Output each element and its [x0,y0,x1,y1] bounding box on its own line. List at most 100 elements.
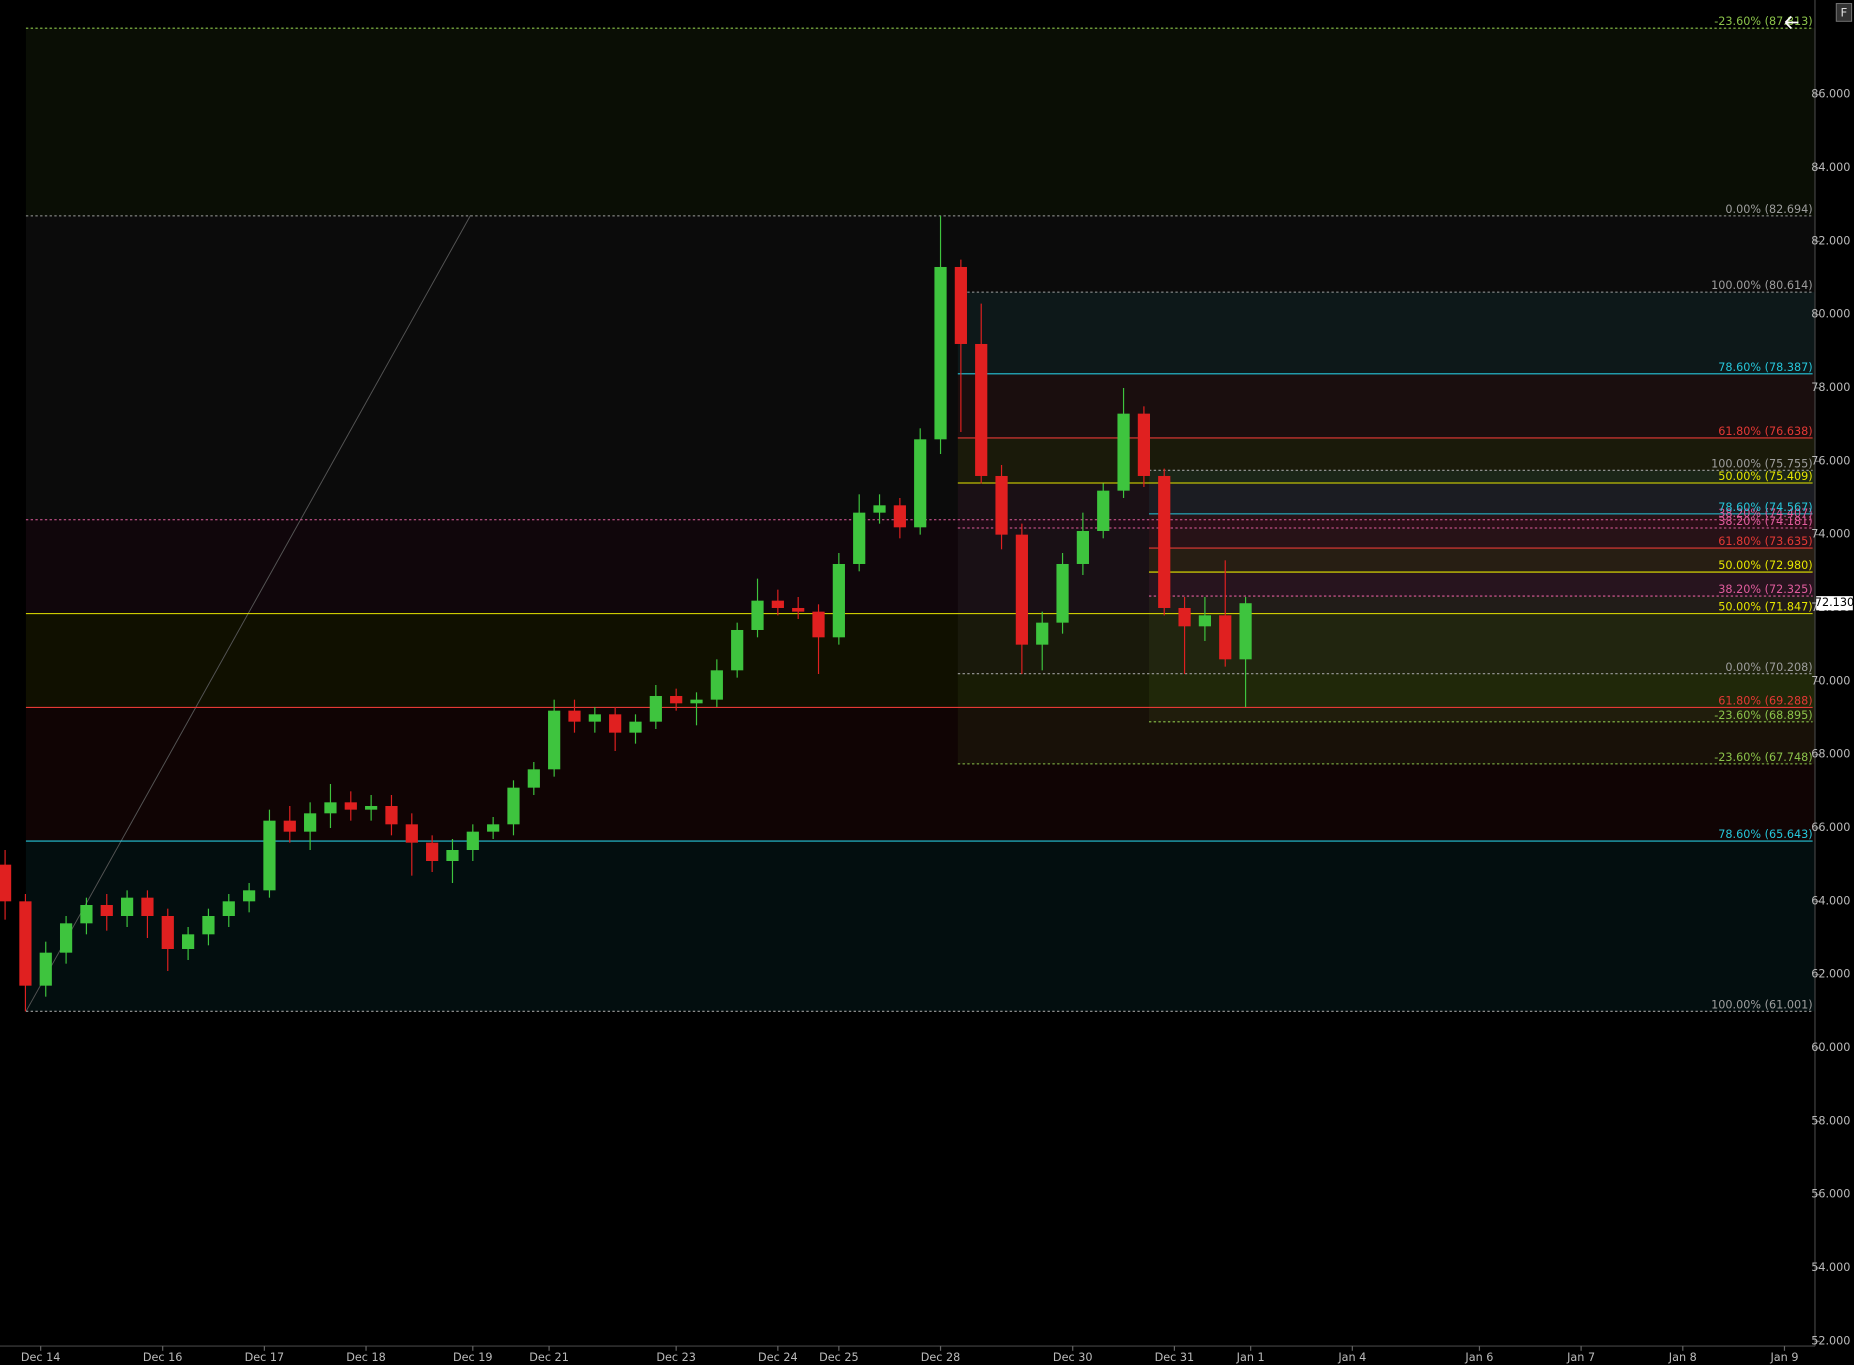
candle-body [853,512,866,564]
toolbar-button[interactable] [1835,3,1853,22]
candle-body [59,923,73,953]
y-tick-label: 56.000 [1811,1188,1850,1201]
candle-body [100,904,113,916]
candle-body [832,563,845,638]
fib-level-label: 61.80% (69.288) [1718,695,1812,708]
fib-level-label: 100.00% (75.755) [1711,457,1812,470]
x-tick-label: Dec 28 [921,1351,961,1364]
candle-body [161,915,174,949]
last-price-label: 72.130 [1815,596,1854,609]
y-tick-label: 76.000 [1811,454,1850,467]
candle-body [344,802,357,810]
y-tick-label: 82.000 [1811,234,1850,247]
fib-level-label: 0.00% (82.694) [1725,203,1812,216]
x-tick-label: Dec 30 [1053,1351,1093,1364]
candle-body [629,721,642,733]
toolbar-button-label[interactable]: F [1841,6,1848,20]
fib-level-label: 78.60% (74.567) [1718,501,1812,514]
fib-level-label: 78.60% (78.387) [1718,361,1812,374]
candle-body [751,600,764,630]
y-tick-label: 64.000 [1811,894,1850,907]
candle-body [1239,603,1252,660]
candle-body [1198,615,1212,627]
candle-body [0,864,12,902]
candle-body [893,505,906,528]
x-tick-label: Dec 14 [21,1351,61,1364]
x-tick-label: Dec 23 [656,1351,696,1364]
y-tick-label: 54.000 [1811,1261,1850,1274]
candle-body [710,670,723,700]
fib-band [957,292,1815,374]
y-tick-label: 68.000 [1811,748,1850,761]
candle-body [934,266,947,440]
candle-body [19,901,32,986]
fib-band [957,373,1815,438]
candle-body [771,600,784,608]
x-tick-label: Dec 16 [143,1351,183,1364]
candle-body [914,439,927,528]
candle-body [120,897,134,916]
y-tick-label: 80.000 [1811,308,1850,321]
fib-band [25,841,1815,1012]
candle-body [609,714,622,733]
fib-level-label: -23.60% (67.748) [1714,751,1812,764]
candle-body [527,769,540,788]
candle-body [426,842,439,861]
candle-body [202,915,215,935]
candle-body [1158,475,1171,608]
fib-level-label: 100.00% (61.001) [1711,998,1812,1011]
fib-band [25,519,1815,614]
fib-lines [25,27,1813,1012]
fib-band [25,613,1815,708]
candle-body [792,607,805,612]
x-tick-label: Dec 25 [819,1351,859,1364]
fib-level-label: 50.00% (71.847) [1718,601,1812,614]
candle-body [182,934,195,949]
fib-level-label: 0.00% (70.208) [1725,661,1812,674]
candle-body [405,824,418,843]
candle-body [954,266,967,344]
candle-body [995,475,1008,535]
candle-body [568,710,581,722]
candle-body [731,629,744,671]
last-price-tag [1816,596,1853,611]
candle-body [243,890,256,902]
fib-level-label: 38.20% (74.407) [1718,507,1812,520]
candle-body [304,813,317,832]
candle-body [1056,563,1069,623]
x-tick-label: Jan 4 [1337,1351,1366,1364]
candle-body [39,952,52,986]
fib-level-label: 38.20% (72.325) [1718,583,1812,596]
y-tick-label: 86.000 [1811,88,1850,101]
candle-body [1178,607,1191,627]
fib-labels: 100.00% (61.001) 78.60% (65.643) 61.80% (6… [1711,15,1812,1011]
fib-band [1148,596,1815,722]
x-tick-label: Jan 6 [1464,1351,1493,1364]
x-tick-label: Dec 21 [529,1351,569,1364]
fib-band [25,28,1815,216]
back-arrow-icon[interactable] [1784,15,1799,30]
x-tick-label: Jan 1 [1236,1351,1265,1364]
fib-level-label: 61.80% (73.635) [1718,535,1812,548]
y-tick-label: 60.000 [1811,1041,1850,1054]
candle-body [507,787,520,825]
fib-band [1148,470,1815,514]
x-tick-label: Dec 31 [1155,1351,1195,1364]
candle-body [690,699,703,704]
y-tick-label: 62.000 [1811,968,1850,981]
candle-body [446,849,459,861]
fib-level-label: 50.00% (72.980) [1718,559,1812,572]
fib-band [1148,513,1815,549]
candle-body [1097,490,1110,531]
fib-level-label: 78.60% (65.643) [1718,828,1812,841]
candle-body [283,820,296,832]
candle-body [385,805,398,825]
candle-body [1036,622,1049,645]
candles [0,215,1252,1012]
candle-body [548,710,561,770]
x-tick-label: Jan 8 [1668,1351,1697,1364]
candle-body [588,714,601,722]
